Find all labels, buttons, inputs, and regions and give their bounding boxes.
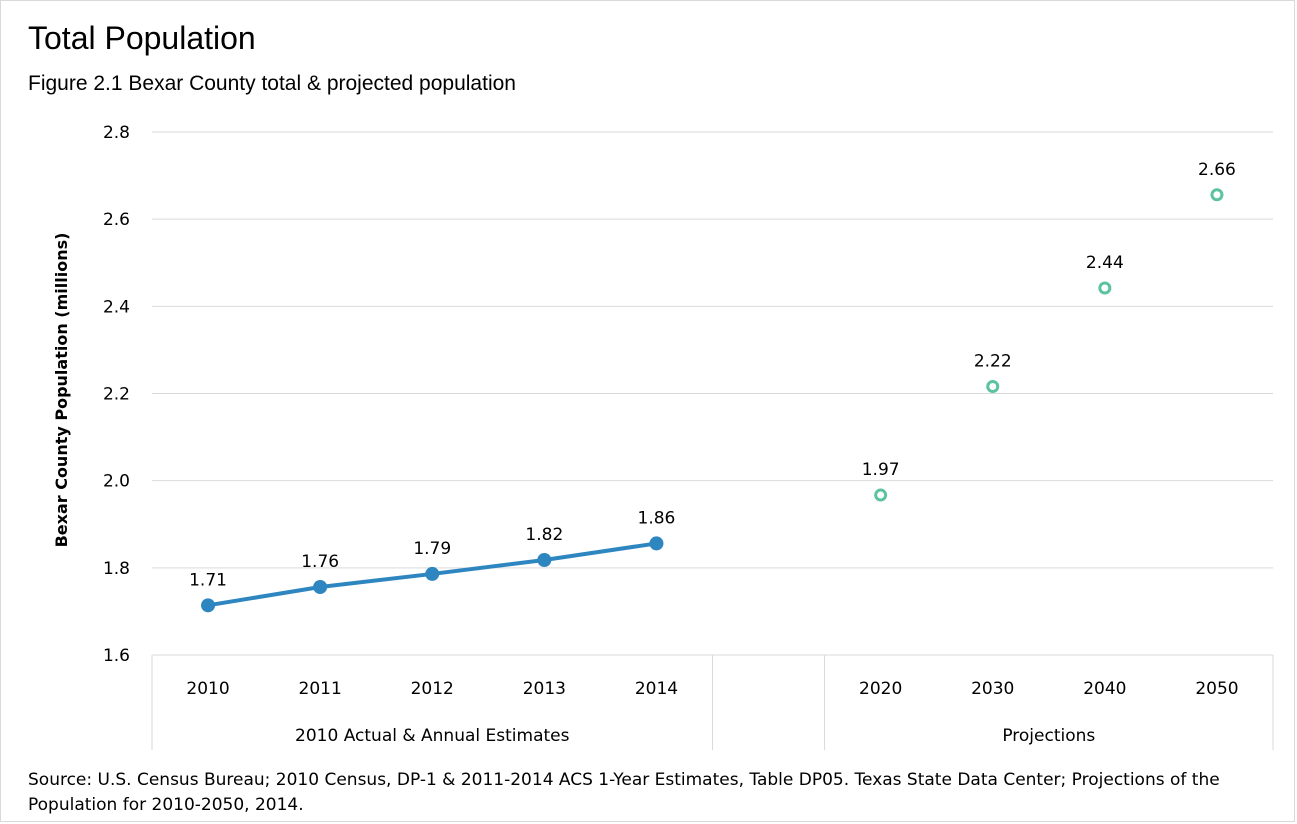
x-tick-label: 2050 [1195,679,1238,699]
chart-title: Total Population [28,20,256,56]
data-point [537,552,552,567]
data-label: 1.76 [301,552,339,572]
y-axis-label: Bexar County Population (millions) [52,233,71,548]
y-tick-label: 1.6 [103,646,130,666]
y-tick-label: 2.8 [103,123,130,143]
data-label: 1.79 [413,539,451,559]
data-label: 1.97 [862,460,900,480]
y-tick-label: 1.8 [103,559,130,579]
data-label: 2.44 [1086,253,1124,273]
x-tick-label: 2011 [299,679,342,699]
x-tick-label: 2012 [411,679,454,699]
x-tick-label: 2010 [186,679,229,699]
data-point [874,488,888,502]
data-label: 1.86 [638,508,676,528]
x-tick-label: 2013 [523,679,566,699]
data-point [986,380,1000,394]
x-axis: 2010 2011 2012 2013 2014 2020 2030 2040 2050 2010… [151,655,1274,750]
data-label: 1.82 [525,525,563,545]
y-axis-label-group: Bexar County Population (millions) [52,233,71,548]
gridlines [152,131,1273,656]
x-group-label: Projections [1002,726,1095,746]
chart-subtitle: Figure 2.1 Bexar County total & projecte… [28,72,516,95]
series-layer: 1.71 1.76 1.79 1.82 1.86 1.97 2.22 2.44 2.66 [189,160,1236,613]
data-label: 2.66 [1198,160,1236,180]
data-point [313,580,328,595]
x-tick-label: 2040 [1083,679,1126,699]
x-group-label: 2010 Actual & Annual Estimates [295,726,570,746]
y-tick-label: 2.4 [103,297,130,317]
x-tick-label: 2014 [635,679,678,699]
y-tick-label: 2.0 [103,472,130,492]
x-tick-label: 2030 [971,679,1014,699]
y-tick-label: 2.2 [103,385,130,405]
data-point [1210,188,1224,202]
data-point [649,536,664,551]
x-tick-label: 2020 [859,679,902,699]
data-label: 2.22 [974,352,1012,372]
data-label: 1.71 [189,570,227,590]
source-note: Source: U.S. Census Bureau; 2010 Census,… [28,770,1220,815]
data-point [1098,281,1112,295]
data-point [201,598,216,613]
y-tick-label: 2.6 [103,210,130,230]
data-point [425,566,440,581]
y-axis-ticks: 1.6 1.8 2.0 2.2 2.4 2.6 2.8 [103,123,130,666]
